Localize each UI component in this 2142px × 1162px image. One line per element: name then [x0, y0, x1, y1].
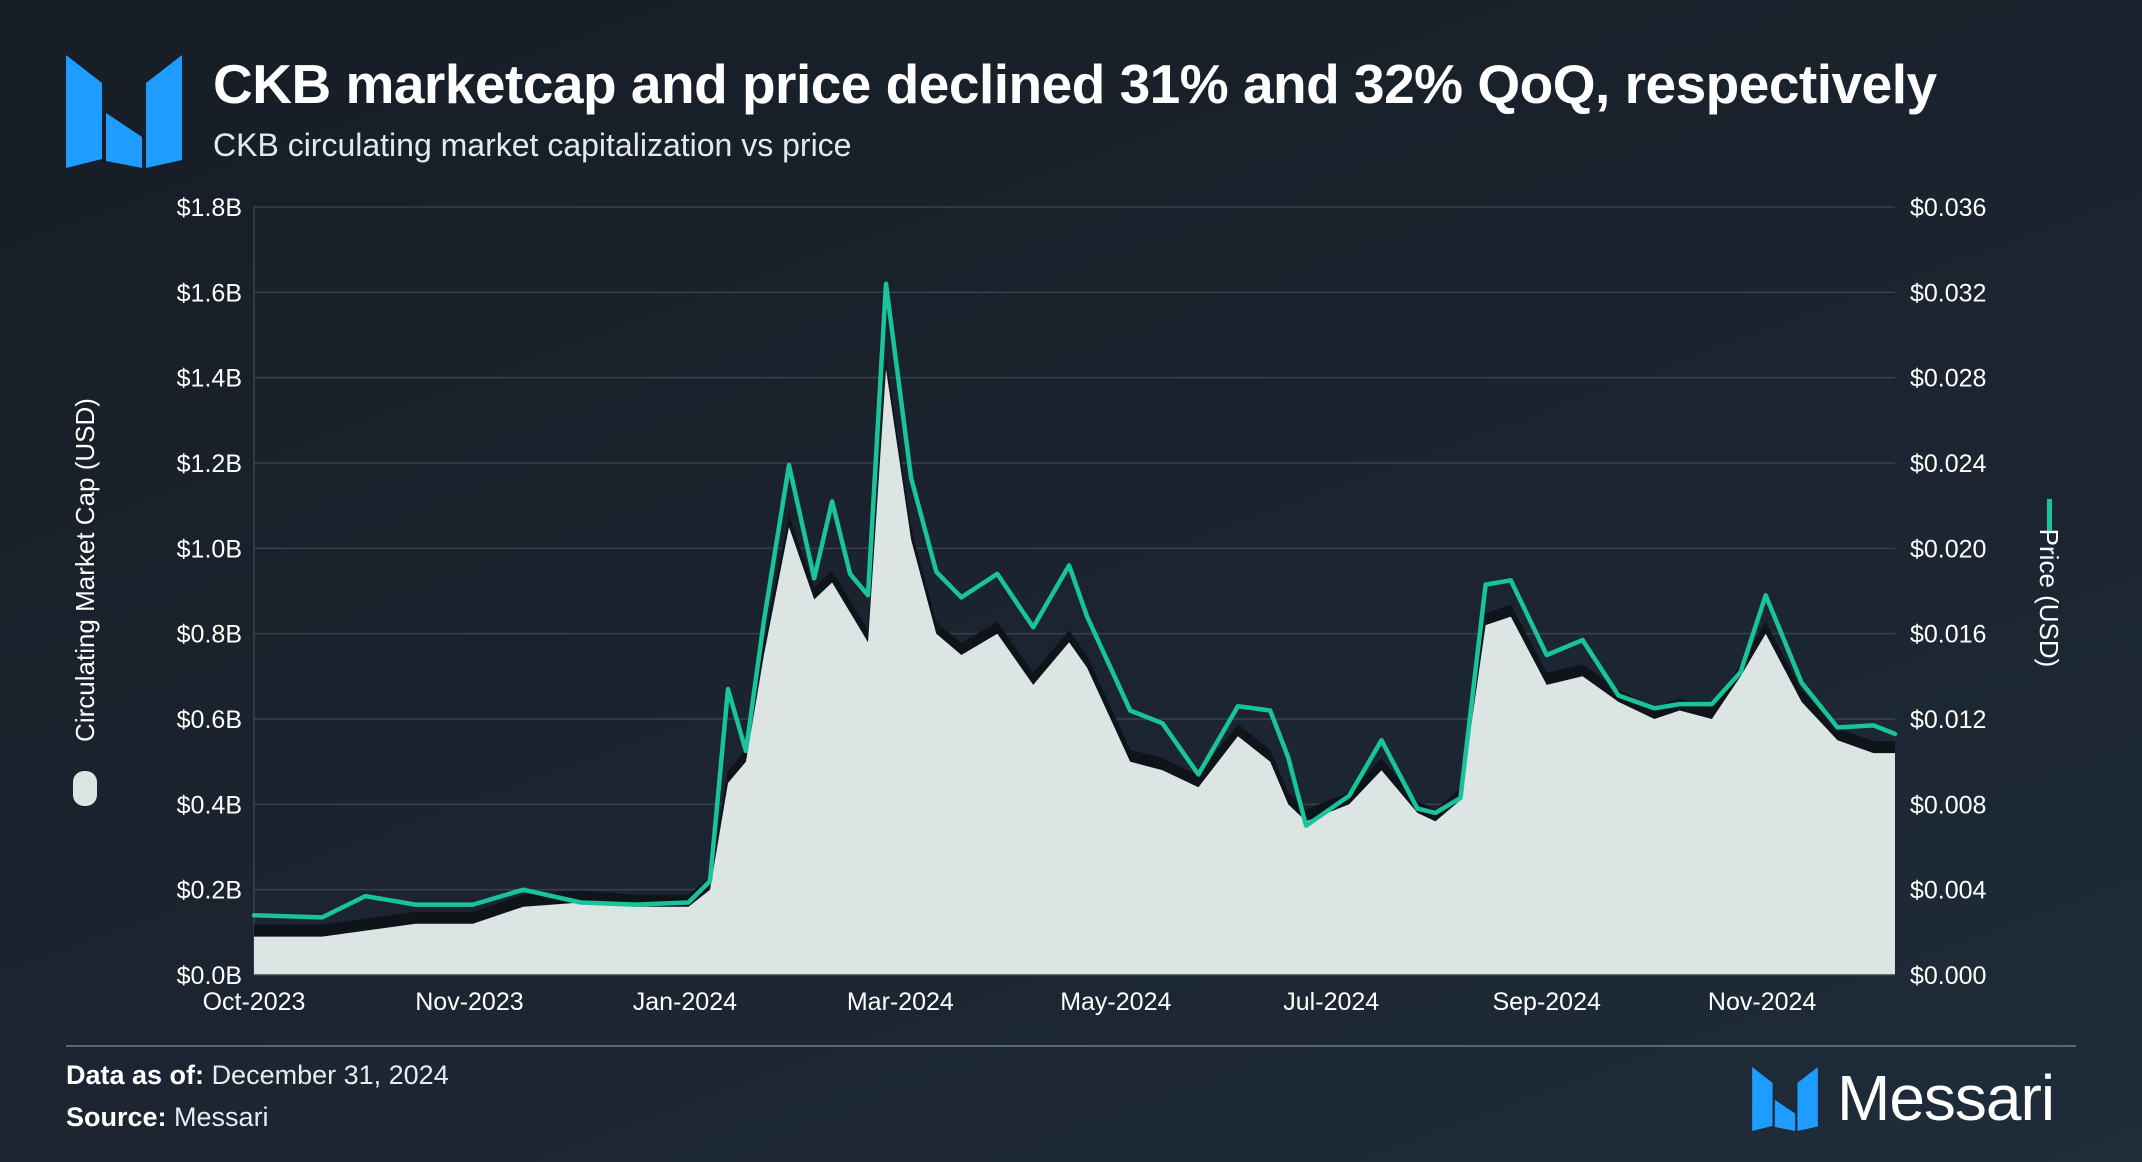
- left-axis-title: Circulating Market Cap (USD): [70, 398, 100, 742]
- y-right-tick-label: $0.032: [1910, 279, 1986, 307]
- messari-logo: [66, 55, 182, 168]
- chart-subtitle: CKB circulating market capitalization vs…: [213, 127, 852, 163]
- source-value: Messari: [174, 1102, 269, 1132]
- left-axis-title-text: Circulating Market Cap (USD): [70, 398, 100, 742]
- y-right-tick-label: $0.028: [1910, 365, 1986, 393]
- price-legend-swatch: [2047, 499, 2052, 531]
- x-tick-label: Oct-2023: [203, 988, 306, 1016]
- y-right-tick-labels: $0.000 $0.004 $0.008 $0.012 $0.016 $0.020 $0.0…: [1910, 194, 1987, 990]
- chart-title: CKB marketcap and price declined 31% and…: [213, 53, 1937, 115]
- x-tick-label: Jan-2024: [633, 988, 737, 1016]
- messari-brand: Messari: [1752, 1062, 2082, 1134]
- x-tick-labels: Oct-2023 Nov-2023 Jan-2024 Mar-2024 May-2024…: [203, 988, 1817, 1016]
- y-left-tick-label: $1.2B: [177, 450, 242, 478]
- x-tick-label: Nov-2024: [1708, 988, 1816, 1016]
- y-left-tick-labels: $0.0B $0.2B $0.4B $0.6B $0.8B $1.0B $1.2B $1.4B…: [177, 194, 242, 990]
- marketcap-legend-swatch: [73, 771, 97, 806]
- data-as-of-label: Data as of:: [66, 1060, 205, 1090]
- footer-divider: [66, 1045, 1076, 1047]
- price-line-layer: [251, 281, 1898, 920]
- footer-divider-right: [1076, 1045, 2076, 1047]
- y-right-tick-label: $0.012: [1910, 706, 1986, 734]
- y-right-tick-label: $0.016: [1910, 621, 1986, 649]
- x-tick-label: Mar-2024: [847, 988, 954, 1016]
- y-right-tick-label: $0.004: [1910, 877, 1987, 905]
- source: Source: Messari: [66, 1102, 269, 1133]
- y-left-tick-label: $1.0B: [177, 535, 242, 563]
- source-label: Source:: [66, 1102, 167, 1132]
- y-left-tick-label: $0.8B: [177, 621, 242, 649]
- price-line: [251, 281, 1898, 920]
- data-as-of-value: December 31, 2024: [211, 1060, 449, 1090]
- y-right-tick-label: $0.020: [1910, 535, 1986, 563]
- y-right-tick-label: $0.008: [1910, 791, 1986, 819]
- x-tick-label: Jul-2024: [1283, 988, 1379, 1016]
- y-left-tick-label: $0.4B: [177, 791, 242, 819]
- y-left-tick-label: $1.6B: [177, 279, 242, 307]
- marketcap-area: [254, 369, 1895, 976]
- messari-brand-icon: [1752, 1067, 1818, 1131]
- x-tick-label: Nov-2023: [415, 988, 523, 1016]
- marketcap-price-chart: $0.0B $0.2B $0.4B $0.6B $0.8B $1.0B $1.2B $1.4B…: [70, 194, 2064, 1016]
- y-left-tick-label: $1.4B: [177, 365, 242, 393]
- y-left-tick-label: $0.6B: [177, 706, 242, 734]
- y-left-tick-label: $1.8B: [177, 194, 242, 222]
- x-tick-label: Sep-2024: [1492, 988, 1601, 1016]
- logo-right-bar: [146, 55, 182, 168]
- right-axis-title: Price (USD): [2034, 529, 2064, 668]
- logo-left-bar: [66, 55, 102, 168]
- y-left-tick-label: $0.0B: [177, 962, 242, 990]
- logo-middle-bar: [106, 113, 142, 168]
- messari-wordmark: Messari: [1837, 1062, 2055, 1134]
- y-right-tick-label: $0.036: [1910, 194, 1986, 222]
- x-tick-label: May-2024: [1060, 988, 1171, 1016]
- y-right-tick-label: $0.000: [1910, 962, 1986, 990]
- y-left-tick-label: $0.2B: [177, 877, 242, 905]
- y-right-tick-label: $0.024: [1910, 450, 1987, 478]
- right-axis-title-text: Price (USD): [2034, 529, 2064, 668]
- data-as-of: Data as of: December 31, 2024: [66, 1060, 449, 1091]
- marketcap-area-layer: [254, 357, 1895, 976]
